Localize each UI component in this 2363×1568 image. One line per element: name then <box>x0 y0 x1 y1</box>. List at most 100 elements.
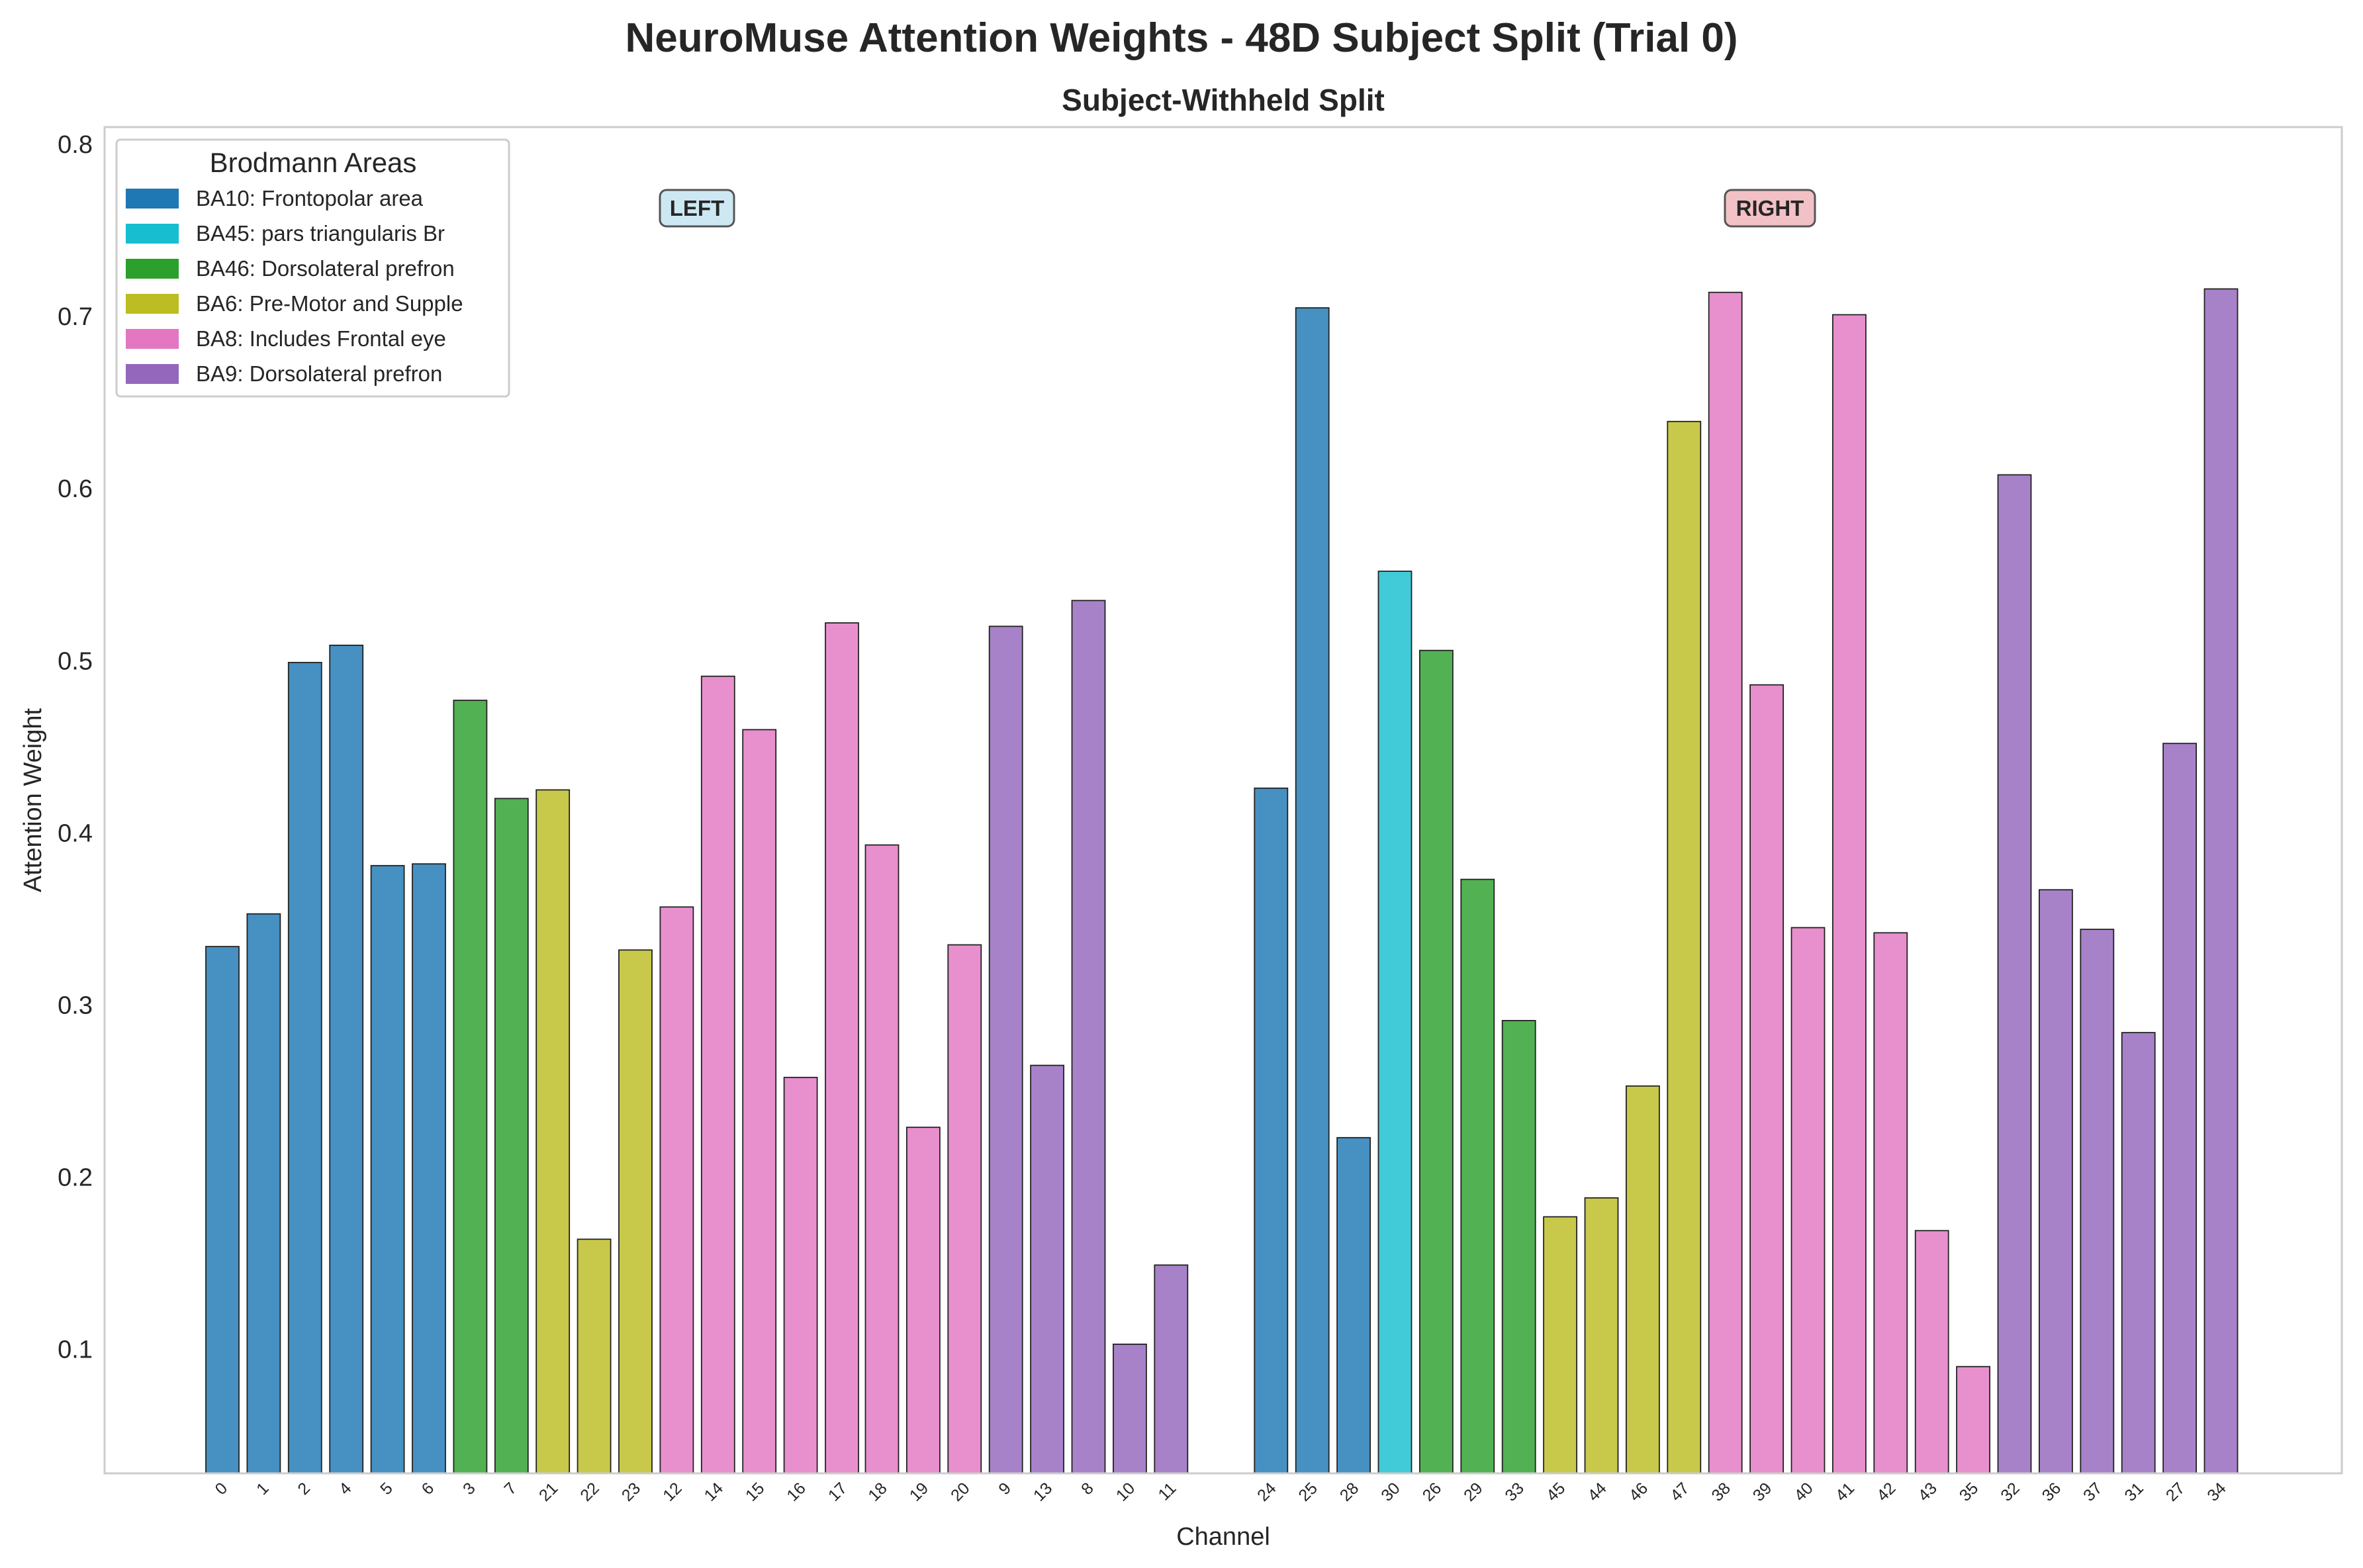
x-tick-label: 45 <box>1543 1479 1569 1504</box>
y-tick-label: 0.5 <box>58 647 93 675</box>
legend-box <box>115 138 510 398</box>
x-tick-label: 35 <box>1956 1479 1982 1504</box>
legend-swatch-ba45 <box>126 224 179 244</box>
bar-channel-26 <box>1418 649 1454 1474</box>
x-tick-label: 34 <box>2203 1479 2230 1505</box>
x-tick-label: 46 <box>1626 1479 1651 1504</box>
bar-channel-40 <box>1790 927 1826 1474</box>
legend: Brodmann Areas BA10: Frontopolar area BA4… <box>115 138 510 398</box>
x-tick-label: 32 <box>1997 1479 2023 1504</box>
bar-channel-27 <box>2162 743 2198 1474</box>
bar-channel-28 <box>1336 1136 1371 1474</box>
bar-channel-46 <box>1625 1085 1660 1474</box>
x-tick-label: 17 <box>825 1479 851 1504</box>
x-tick-label: 12 <box>659 1479 685 1504</box>
legend-label-ba8: BA8: Includes Frontal eye <box>196 326 446 351</box>
x-tick-label: 3 <box>459 1479 479 1499</box>
bar-channel-20 <box>947 944 982 1474</box>
bar-channel-34 <box>2203 288 2239 1474</box>
bar-channel-11 <box>1154 1264 1189 1474</box>
legend-title: Brodmann Areas <box>210 147 417 178</box>
bar-channel-36 <box>2038 889 2073 1474</box>
y-axis-ticks: 0.1 0.2 0.3 0.4 0.5 0.6 0.7 0.8 <box>58 131 93 1364</box>
x-axis-ticks: 0 1 2 4 5 6 3 7 21 22 23 12 14 15 16 17 18 19 20 9 13 8 10 11 24… <box>212 1479 2230 1505</box>
legend-swatch-ba9 <box>126 364 179 384</box>
legend-label-ba6: BA6: Pre-Motor and Supple <box>196 291 463 316</box>
bar-channel-21 <box>535 789 571 1474</box>
bar-channel-3 <box>453 700 488 1474</box>
x-tick-label: 47 <box>1667 1479 1692 1504</box>
bar-channel-18 <box>864 844 900 1474</box>
x-tick-label: 43 <box>1914 1479 1940 1504</box>
right-hemisphere-label: RIGHT <box>1724 189 1816 228</box>
bar-channel-42 <box>1873 932 1908 1474</box>
bar-channel-6 <box>412 863 446 1474</box>
chart-subtitle: Subject-Withheld Split <box>1062 83 1385 117</box>
bar-channel-1 <box>246 913 281 1474</box>
bar-channel-33 <box>1501 1020 1536 1474</box>
bar-channel-0 <box>205 946 240 1474</box>
bar-channel-31 <box>2121 1032 2156 1474</box>
x-tick-label: 38 <box>1708 1479 1734 1504</box>
x-tick-label: 13 <box>1030 1479 1056 1504</box>
bar-channel-14 <box>700 675 735 1474</box>
x-tick-label: 14 <box>701 1479 727 1505</box>
bar-channel-8 <box>1071 600 1106 1474</box>
x-tick-label: 0 <box>212 1479 232 1499</box>
bar-channel-29 <box>1460 878 1495 1474</box>
x-tick-label: 27 <box>2162 1479 2188 1504</box>
x-tick-label: 5 <box>377 1479 396 1499</box>
bar-channel-24 <box>1254 787 1289 1474</box>
legend-swatch-ba10 <box>126 189 179 208</box>
x-tick-label: 15 <box>742 1479 768 1504</box>
left-hemisphere-label: LEFT <box>659 189 735 228</box>
bar-channel-4 <box>329 645 364 1474</box>
left-label-box <box>659 189 735 228</box>
y-tick-label: 0.2 <box>58 1164 93 1192</box>
x-tick-label: 7 <box>500 1479 520 1499</box>
y-tick-label: 0.8 <box>58 131 93 159</box>
x-tick-label: 25 <box>1295 1479 1320 1504</box>
x-tick-label: 10 <box>1113 1479 1138 1504</box>
bar-channel-25 <box>1295 307 1330 1474</box>
x-tick-label: 33 <box>1501 1479 1527 1504</box>
x-tick-label: 30 <box>1377 1479 1403 1504</box>
bar-channel-5 <box>370 864 405 1474</box>
x-tick-label: 23 <box>618 1479 644 1504</box>
x-tick-label: 2 <box>294 1479 314 1499</box>
left-label-text: LEFT <box>670 196 724 220</box>
bar-channel-44 <box>1584 1197 1619 1474</box>
legend-label-ba45: BA45: pars triangularis Br <box>196 221 445 246</box>
legend-entries: BA10: Frontopolar area BA45: pars triangu… <box>126 186 463 386</box>
x-tick-label: 31 <box>2121 1479 2147 1504</box>
bar-channel-17 <box>825 622 859 1474</box>
x-tick-label: 44 <box>1584 1479 1610 1505</box>
x-tick-label: 37 <box>2080 1479 2106 1504</box>
bar-channel-32 <box>1997 474 2032 1474</box>
plot-frame <box>103 126 2343 1475</box>
legend-label-ba9: BA9: Dorsolateral prefron <box>196 361 442 386</box>
bar-channel-39 <box>1749 684 1784 1474</box>
x-tick-label: 26 <box>1419 1479 1445 1504</box>
x-tick-label: 4 <box>336 1479 355 1499</box>
bar-channel-10 <box>1113 1344 1147 1474</box>
bar-channel-7 <box>494 798 529 1474</box>
bar-channel-9 <box>988 625 1023 1474</box>
x-tick-label: 1 <box>253 1479 273 1499</box>
x-tick-label: 42 <box>1873 1479 1899 1504</box>
bar-channel-45 <box>1543 1216 1578 1474</box>
x-axis-label: Channel <box>1176 1523 1270 1551</box>
x-tick-label: 28 <box>1336 1479 1362 1504</box>
x-tick-label: 36 <box>2039 1479 2064 1504</box>
legend-swatch-ba46 <box>126 259 179 279</box>
x-tick-label: 8 <box>1078 1479 1097 1499</box>
bar-channel-43 <box>1914 1230 1949 1474</box>
legend-label-ba10: BA10: Frontopolar area <box>196 186 424 210</box>
bar-channel-22 <box>577 1238 612 1474</box>
x-tick-label: 39 <box>1749 1479 1775 1504</box>
bar-channel-16 <box>783 1076 818 1474</box>
bar-channel-2 <box>287 662 322 1474</box>
x-tick-label: 22 <box>577 1479 602 1504</box>
x-tick-label: 40 <box>1790 1479 1816 1504</box>
